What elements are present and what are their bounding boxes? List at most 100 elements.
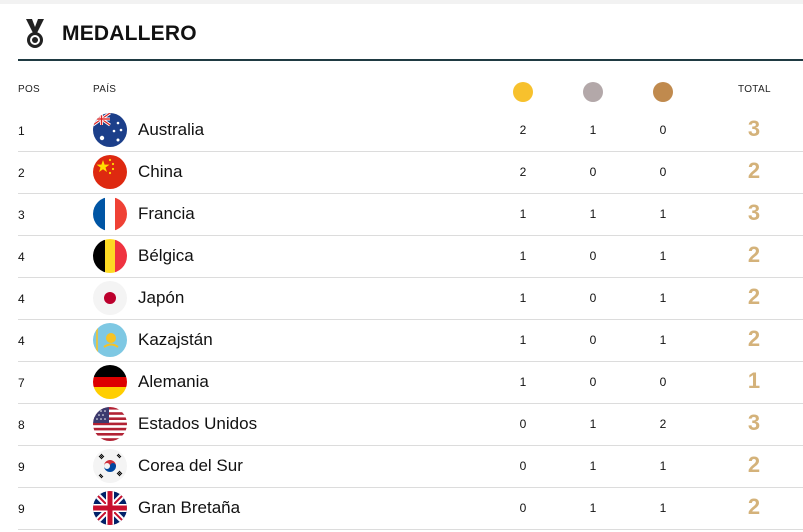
medal-table-header: MEDALLERO <box>18 10 803 60</box>
table-row[interactable]: 4 Japón 1 0 1 2 <box>18 278 803 320</box>
column-header-total: TOTAL <box>738 84 771 95</box>
australia-flag-icon <box>93 113 127 147</box>
bronze-count: 0 <box>659 123 667 137</box>
row-divider <box>18 529 803 530</box>
country-name[interactable]: Francia <box>138 204 195 223</box>
bronze-count: 1 <box>659 459 667 473</box>
silver-count: 1 <box>589 459 597 473</box>
bronze-count: 1 <box>659 207 667 221</box>
row-divider <box>18 487 803 488</box>
silver-medal-icon <box>583 82 603 102</box>
row-divider <box>18 361 803 362</box>
great-britain-flag-icon <box>93 491 127 525</box>
total-count: 2 <box>747 284 761 309</box>
total-count: 2 <box>747 326 761 351</box>
column-header-pos: POS <box>18 84 41 95</box>
kazakhstan-flag-icon <box>93 323 127 357</box>
country-name[interactable]: Corea del Sur <box>138 456 243 475</box>
total-count: 2 <box>747 158 761 183</box>
position-cell: 1 <box>18 124 25 138</box>
position-cell: 3 <box>18 208 25 222</box>
gold-count: 1 <box>519 291 527 305</box>
bronze-count: 2 <box>659 417 667 431</box>
total-count: 2 <box>747 242 761 267</box>
page-title: MEDALLERO <box>62 22 197 45</box>
country-name[interactable]: Gran Bretaña <box>138 498 241 517</box>
bronze-count: 1 <box>659 291 667 305</box>
total-count: 3 <box>747 410 761 435</box>
table-row[interactable]: 2 China 2 0 0 2 <box>18 152 803 194</box>
gold-count: 1 <box>519 333 527 347</box>
country-name[interactable]: Japón <box>138 288 185 307</box>
top-divider <box>0 0 803 4</box>
gold-count: 0 <box>519 459 527 473</box>
column-header-country: PAÍS <box>93 84 117 95</box>
country-name[interactable]: China <box>138 162 183 181</box>
south-korea-flag-icon <box>93 449 127 483</box>
position-cell: 4 <box>18 334 25 348</box>
gold-count: 0 <box>519 417 527 431</box>
country-name[interactable]: Kazajstán <box>138 330 213 349</box>
row-divider <box>18 445 803 446</box>
country-name[interactable]: Bélgica <box>138 246 194 265</box>
table-row[interactable]: 9 Corea del Sur 0 1 1 2 <box>18 446 803 488</box>
gold-count: 1 <box>519 207 527 221</box>
position-cell: 9 <box>18 460 25 474</box>
position-cell: 7 <box>18 376 25 390</box>
country-name[interactable]: Alemania <box>138 372 209 391</box>
table-row[interactable]: 9 Gran Bretaña 0 1 1 2 <box>18 488 803 530</box>
row-divider <box>18 193 803 194</box>
silver-count: 1 <box>589 417 597 431</box>
china-flag-icon <box>93 155 127 189</box>
medal-icon <box>26 19 44 48</box>
silver-count: 1 <box>589 123 597 137</box>
bronze-count: 0 <box>659 165 667 179</box>
position-cell: 4 <box>18 250 25 264</box>
germany-flag-icon <box>93 365 127 399</box>
position-cell: 2 <box>18 166 25 180</box>
bronze-count: 1 <box>659 333 667 347</box>
gold-count: 1 <box>519 249 527 263</box>
position-cell: 9 <box>18 502 25 516</box>
gold-count: 1 <box>519 375 527 389</box>
table-row[interactable]: 3 Francia 1 1 1 3 <box>18 194 803 236</box>
belgium-flag-icon <box>93 239 127 273</box>
position-cell: 4 <box>18 292 25 306</box>
silver-count: 1 <box>589 207 597 221</box>
silver-count: 0 <box>589 333 597 347</box>
table-row[interactable]: 4 Kazajstán 1 0 1 2 <box>18 320 803 362</box>
bronze-count: 1 <box>659 501 667 515</box>
row-divider <box>18 319 803 320</box>
silver-count: 0 <box>589 249 597 263</box>
japan-flag-icon <box>93 281 127 315</box>
table-row[interactable]: 1 Australia 2 1 0 3 <box>18 110 803 152</box>
bronze-count: 1 <box>659 249 667 263</box>
france-flag-icon <box>93 197 127 231</box>
country-name[interactable]: Estados Unidos <box>138 414 258 433</box>
usa-flag-icon <box>93 407 127 441</box>
row-divider <box>18 151 803 152</box>
table-row[interactable]: 8 Estados Unidos 0 1 2 3 <box>18 404 803 446</box>
row-divider <box>18 277 803 278</box>
silver-count: 1 <box>589 501 597 515</box>
silver-count: 0 <box>589 375 597 389</box>
country-name[interactable]: Australia <box>138 120 205 139</box>
total-count: 3 <box>747 116 761 141</box>
silver-count: 0 <box>589 291 597 305</box>
total-count: 3 <box>747 200 761 225</box>
gold-medal-icon <box>513 82 533 102</box>
bronze-medal-icon <box>653 82 673 102</box>
table-row[interactable]: 7 Alemania 1 0 0 1 <box>18 362 803 404</box>
row-divider <box>18 235 803 236</box>
total-count: 2 <box>747 494 761 519</box>
gold-count: 0 <box>519 501 527 515</box>
table-row[interactable]: 4 Bélgica 1 0 1 2 <box>18 236 803 278</box>
gold-count: 2 <box>519 123 527 137</box>
total-count: 1 <box>747 368 761 393</box>
silver-count: 0 <box>589 165 597 179</box>
bronze-count: 0 <box>659 375 667 389</box>
position-cell: 8 <box>18 418 25 432</box>
gold-count: 2 <box>519 165 527 179</box>
header-rule <box>18 59 803 61</box>
row-divider <box>18 403 803 404</box>
